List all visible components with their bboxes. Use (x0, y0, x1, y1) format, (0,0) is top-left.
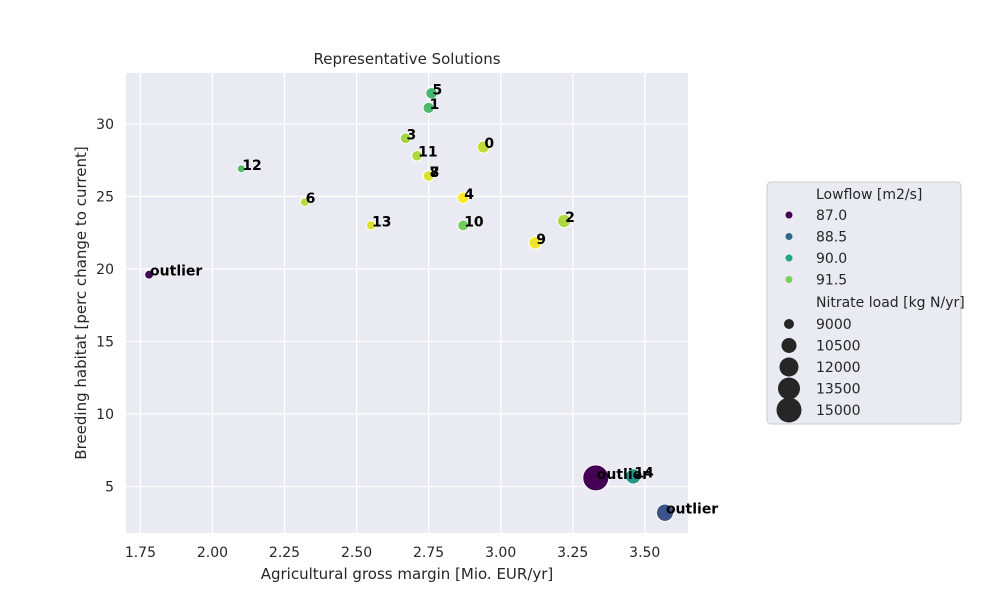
legend-hue-label: 91.5 (816, 273, 847, 289)
chart-title: Representative Solutions (313, 50, 500, 68)
legend-size-label: 10500 (816, 339, 861, 355)
data-point (411, 149, 423, 162)
legend: Lowflow [m2/s] 87.0 88.5 90.0 91.5 Nitrate … (766, 181, 965, 425)
x-tick-label: 2.25 (269, 545, 300, 561)
point-label: 7 (430, 165, 440, 181)
data-point (422, 170, 435, 182)
data-point (528, 235, 543, 250)
y-tick-label: 20 (96, 262, 114, 278)
data-point (655, 503, 675, 522)
point-label: 13 (372, 214, 391, 230)
x-tick-label: 3.25 (557, 545, 588, 561)
x-tick-label: 3.00 (485, 545, 516, 561)
legend-hue-title: Lowflow [m2/s] (816, 187, 922, 203)
data-point (556, 213, 572, 229)
y-axis-label: Breeding habitat [perc change to current… (72, 146, 90, 459)
data-point (456, 191, 470, 205)
point-label: 12 (242, 158, 261, 174)
x-tick-label: 2.75 (413, 545, 444, 561)
data-point (625, 468, 642, 485)
y-tick-labels: 5 10 15 20 25 30 (96, 117, 114, 496)
legend-hue-label: 88.5 (816, 230, 847, 246)
grid-lines (126, 73, 688, 533)
point-label: 6 (306, 191, 316, 207)
legend-size-marker (776, 397, 802, 423)
legend-hue-label: 87.0 (816, 208, 847, 224)
data-point (236, 164, 246, 174)
data-point (399, 132, 412, 145)
x-tick-labels: 1.75 2.00 2.25 2.50 2.75 3.00 3.25 3.50 (125, 545, 661, 561)
legend-hue-marker (785, 233, 793, 240)
point-label: outlier (150, 264, 202, 280)
data-point (144, 269, 154, 280)
legend-frame (766, 181, 962, 425)
data-point (582, 464, 610, 492)
legend-size-marker (779, 357, 799, 377)
point-label: 10 (464, 214, 484, 230)
point-label: outlier (666, 502, 718, 518)
point-label: 14 (634, 465, 654, 481)
legend-size-title: Nitrate load [kg N/yr] (816, 295, 965, 311)
y-tick-label: 5 (105, 480, 114, 496)
data-point (299, 197, 310, 208)
point-label: 3 (407, 127, 417, 143)
x-tick-label: 1.75 (125, 545, 156, 561)
legend-size-marker (781, 338, 797, 353)
point-label: 4 (464, 187, 474, 203)
data-point (476, 140, 491, 154)
y-tick-label: 15 (96, 334, 114, 350)
legend-size-marker (778, 377, 800, 400)
legend-size-label: 9000 (816, 317, 852, 333)
y-tick-label: 30 (96, 117, 114, 133)
point-label: 1 (430, 97, 440, 113)
data-point (425, 87, 438, 100)
legend-size-entries: 9000 10500 12000 13500 15000 (776, 317, 861, 423)
legend-size-label: 13500 (816, 382, 861, 398)
data-point (365, 220, 377, 231)
point-label: 9 (536, 232, 546, 248)
legend-hue-label: 90.0 (816, 251, 847, 267)
data-point (422, 101, 435, 114)
legend-hue-entries: 87.0 88.5 90.0 91.5 (785, 208, 847, 289)
legend-size-label: 15000 (816, 403, 861, 419)
point-label: 5 (432, 82, 442, 98)
data-points (144, 87, 675, 522)
legend-size-label: 12000 (816, 360, 861, 376)
point-label: 0 (484, 136, 494, 152)
x-tick-label: 3.50 (629, 545, 660, 561)
x-tick-label: 2.00 (197, 545, 228, 561)
point-label: outlier (597, 467, 649, 483)
point-label: 8 (430, 165, 440, 181)
legend-hue-marker (785, 254, 793, 262)
legend-hue-marker (785, 211, 793, 219)
point-label: 11 (418, 145, 437, 161)
x-tick-label: 2.50 (341, 545, 372, 561)
point-label: 2 (565, 210, 575, 226)
legend-size-marker (784, 319, 794, 329)
data-point (457, 219, 470, 232)
y-tick-label: 10 (96, 407, 114, 423)
legend-hue-marker (785, 276, 793, 283)
plot-area (126, 73, 688, 533)
x-axis-label: Agricultural gross margin [Mio. EUR/yr] (261, 565, 554, 583)
y-tick-label: 25 (96, 189, 114, 205)
